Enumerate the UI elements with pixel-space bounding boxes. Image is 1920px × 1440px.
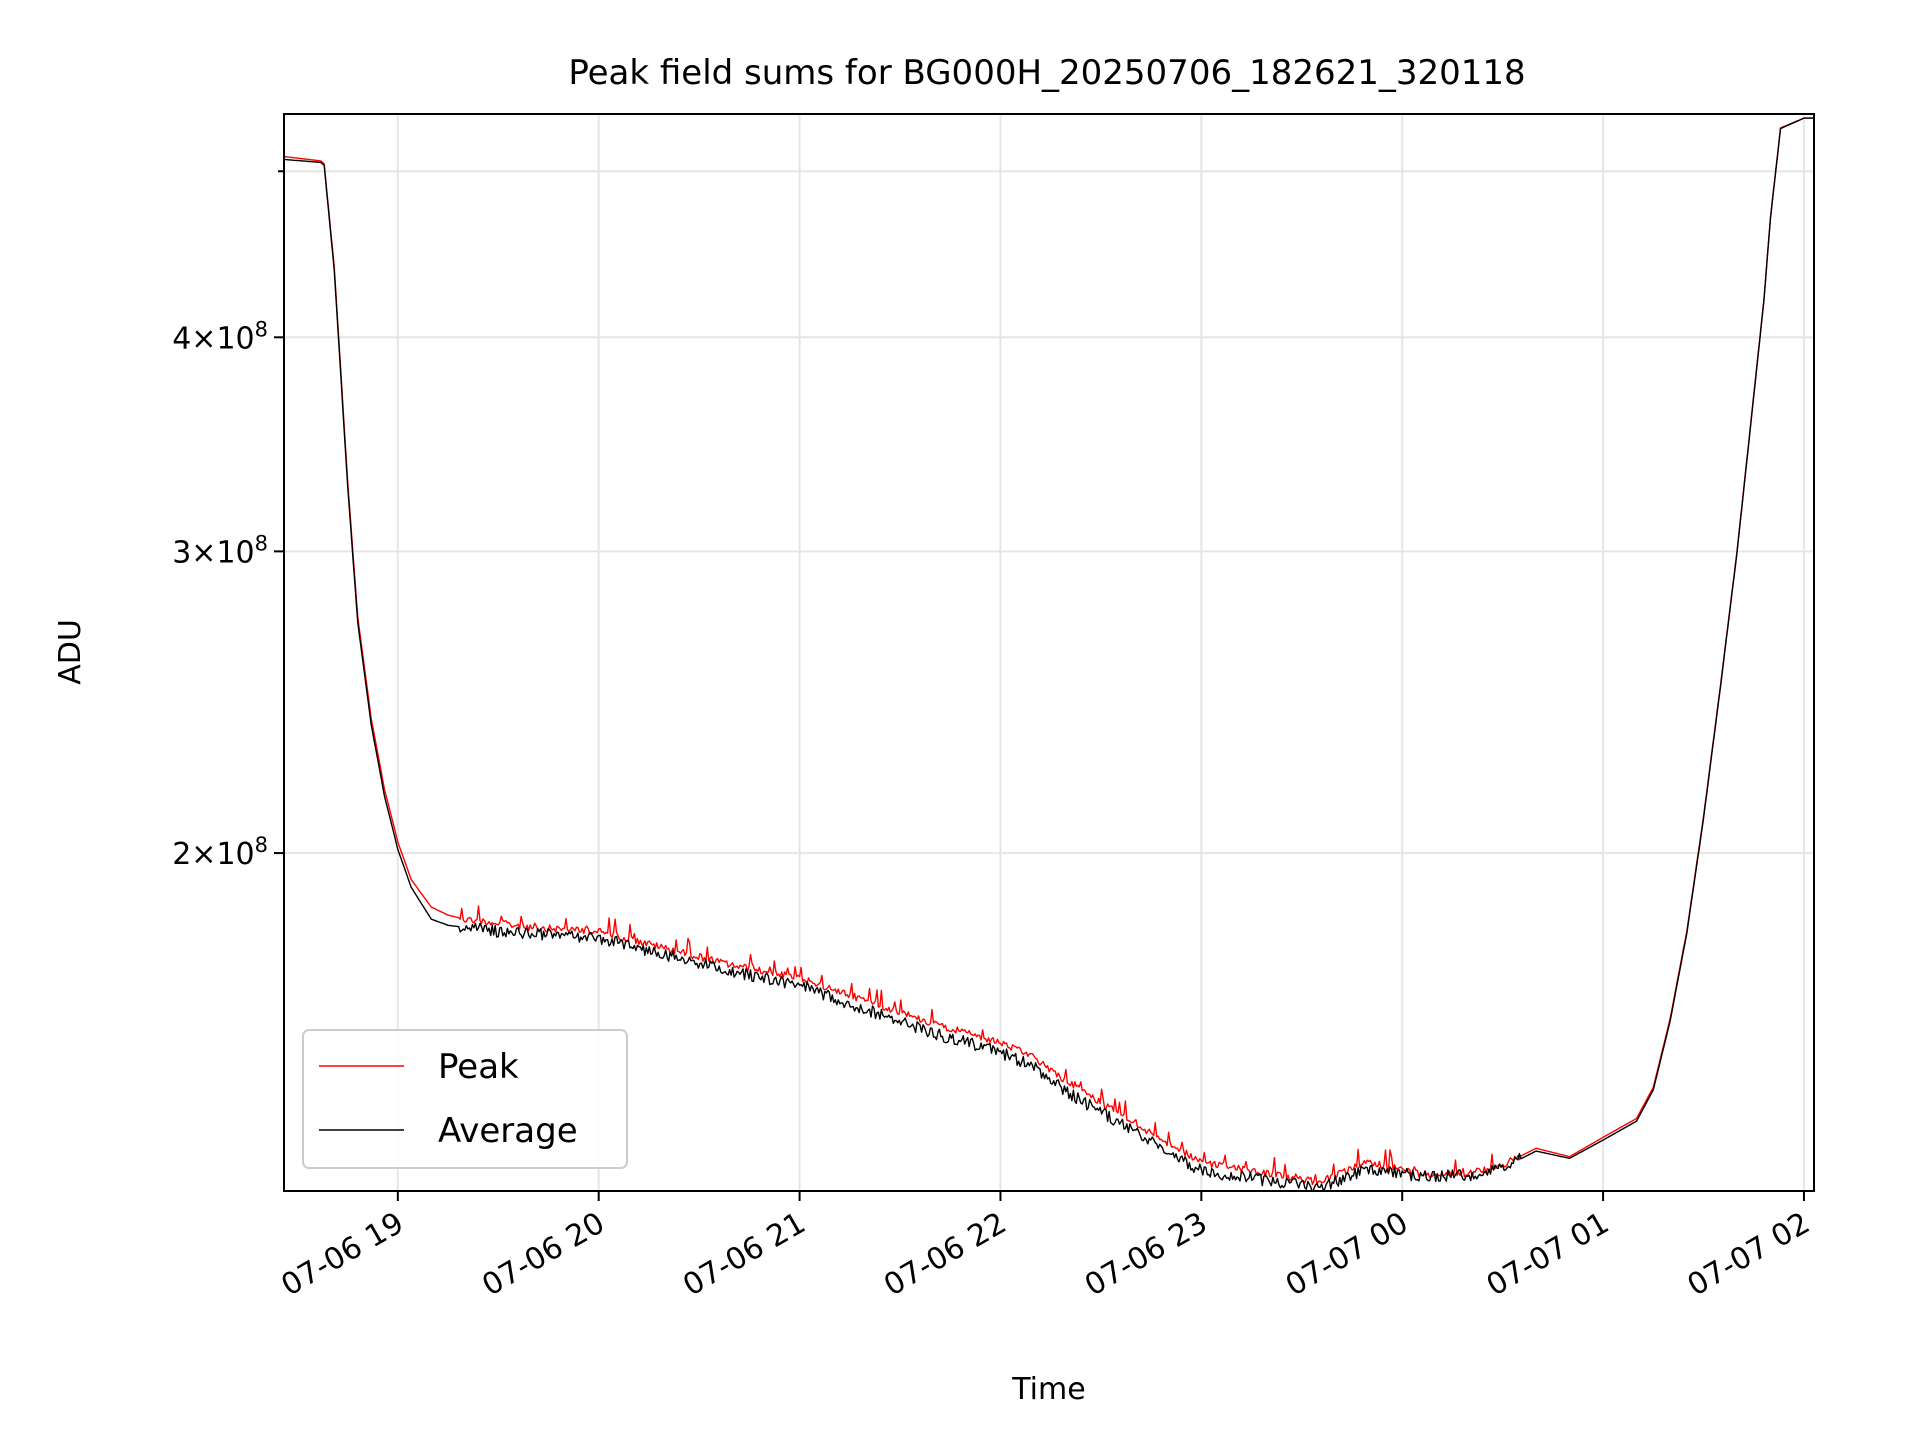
series-line-average [284,117,1814,1191]
legend-peak-label: Peak [438,1047,519,1087]
grid [284,114,1814,1191]
legend-average-label: Average [438,1111,578,1151]
y-tick-label: 4×108 [172,317,268,356]
y-axis-label: ADU [53,619,88,685]
x-axis-label: Time [1011,1372,1085,1407]
y-axis: 2×108 3×108 4×108 [172,170,284,872]
y-tick-label: 3×108 [172,531,268,570]
legend-box [302,1029,628,1169]
chart-title: Peak field sums for BG000H_20250706_1826… [568,53,1525,93]
series-layer [284,117,1814,1191]
y-tick-label: 2×108 [172,833,268,872]
legend: Peak Average [302,1029,628,1169]
plot-frame [283,113,1815,1192]
